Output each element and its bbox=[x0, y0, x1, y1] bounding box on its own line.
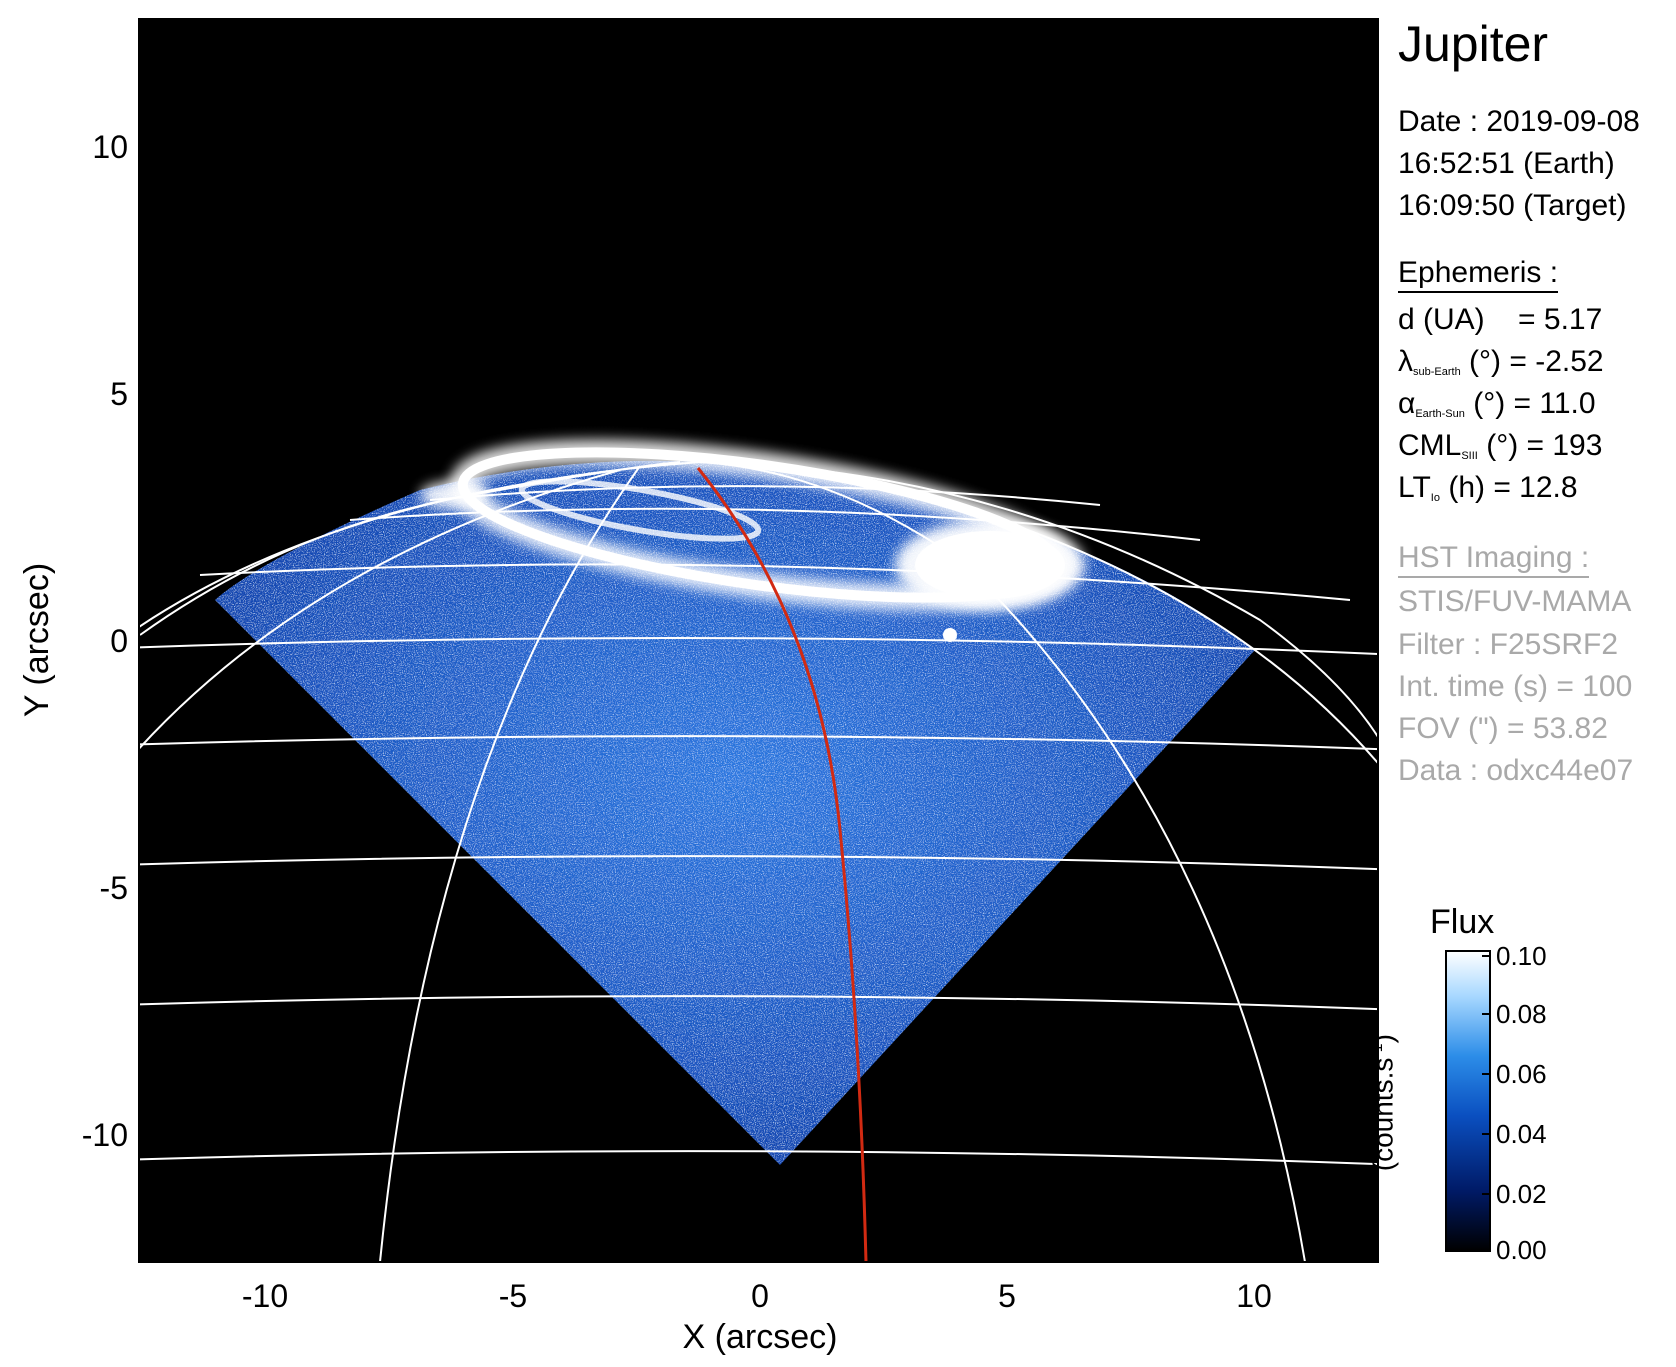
x-tick-label: -10 bbox=[242, 1278, 288, 1314]
cml-value: (°) = 193 bbox=[1486, 429, 1603, 462]
emission-region bbox=[215, 460, 1255, 1165]
plot-frame bbox=[138, 18, 1379, 1263]
alpha-symbol: α bbox=[1398, 387, 1416, 420]
ephemeris-heading-text: Ephemeris : bbox=[1398, 256, 1559, 293]
ephemeris-lt: LTIo (h) = 12.8 bbox=[1398, 470, 1578, 516]
distance-value: = 5.17 bbox=[1518, 303, 1603, 336]
observation-time-earth: 16:52:51 (Earth) bbox=[1398, 147, 1615, 180]
lambda-value: (°) = -2.52 bbox=[1469, 345, 1604, 378]
x-tick-label: 5 bbox=[998, 1278, 1016, 1314]
x-tick-label: 0 bbox=[751, 1278, 769, 1314]
colorbar-unit-sup: -1 bbox=[1368, 1043, 1386, 1058]
ephemeris-heading: Ephemeris : bbox=[1398, 255, 1559, 293]
ephemeris-alpha: αEarth-Sun (°) = 11.0 bbox=[1398, 386, 1596, 432]
y-tick-label: 10 bbox=[92, 129, 128, 165]
colorbar-ticks bbox=[1482, 955, 1490, 1195]
colorbar-tick-label: 0.04 bbox=[1496, 1119, 1547, 1149]
imaging-heading-text: HST Imaging : bbox=[1398, 541, 1590, 578]
lt-value: (h) = 12.8 bbox=[1448, 471, 1578, 504]
cml-symbol: CML bbox=[1398, 429, 1462, 462]
longitude-grid bbox=[139, 459, 1378, 1262]
imaging-fov: FOV (") = 53.82 bbox=[1398, 712, 1608, 745]
y-axis-title: Y (arcsec) bbox=[18, 563, 56, 717]
colorbar-title: Flux bbox=[1430, 903, 1495, 941]
colorbar-unit-close: ) bbox=[1367, 1034, 1399, 1044]
ephemeris-distance: d (UA) = 5.17 bbox=[1398, 302, 1602, 338]
alpha-subscript: Earth-Sun bbox=[1415, 408, 1465, 420]
latitude-grid bbox=[139, 485, 1378, 1166]
x-tick-label: -5 bbox=[499, 1278, 527, 1314]
lt-subscript: Io bbox=[1430, 492, 1440, 504]
colorbar-tick-label: 0.06 bbox=[1496, 1059, 1547, 1089]
observation-time-target: 16:09:50 (Target) bbox=[1398, 189, 1627, 222]
central-meridian-line bbox=[696, 467, 868, 1262]
y-tick-label: 0 bbox=[110, 623, 128, 659]
imaging-int-time: Int. time (s) = 100 bbox=[1398, 670, 1633, 703]
x-axis-title: X (arcsec) bbox=[683, 1318, 838, 1356]
colorbar-unit-base: (counts.s bbox=[1367, 1057, 1399, 1172]
lt-symbol: LT bbox=[1398, 471, 1431, 504]
ephemeris-cml: CMLSIII (°) = 193 bbox=[1398, 428, 1602, 474]
colorbar-tick-label: 0.10 bbox=[1496, 941, 1547, 971]
x-tick-label: 10 bbox=[1236, 1278, 1272, 1314]
imaging-filter: Filter : F25SRF2 bbox=[1398, 628, 1619, 661]
lambda-subscript: sub-Earth bbox=[1413, 366, 1461, 378]
imaging-data-id: Data : odxc44e07 bbox=[1398, 754, 1634, 787]
ephemeris-lambda: λsub-Earth (°) = -2.52 bbox=[1398, 344, 1604, 390]
y-tick-label: -5 bbox=[100, 870, 128, 906]
alpha-value: (°) = 11.0 bbox=[1473, 387, 1596, 420]
y-axis-ticks: 10 5 0 -5 -10 bbox=[82, 129, 128, 1153]
colorbar-tick-label: 0.00 bbox=[1496, 1235, 1547, 1265]
y-tick-label: 5 bbox=[110, 376, 128, 412]
imaging-instrument: STIS/FUV-MAMA bbox=[1398, 585, 1632, 618]
imaging-heading: HST Imaging : bbox=[1398, 540, 1590, 578]
lambda-symbol: λ bbox=[1398, 345, 1413, 378]
observation-date: Date : 2019-09-08 bbox=[1398, 105, 1640, 138]
colorbar-tick-label: 0.08 bbox=[1496, 999, 1547, 1029]
colorbar-tick-label: 0.02 bbox=[1496, 1179, 1547, 1209]
planet-title: Jupiter bbox=[1398, 16, 1549, 72]
colorbar-unit: (counts.s-1) bbox=[1363, 1034, 1398, 1171]
x-axis-ticks: -10 -5 0 5 10 bbox=[242, 1278, 1272, 1314]
y-tick-label: -10 bbox=[82, 1117, 128, 1153]
distance-label: d (UA) bbox=[1398, 303, 1485, 336]
cml-subscript: SIII bbox=[1461, 450, 1478, 462]
colorbar-scale bbox=[1445, 950, 1491, 1252]
